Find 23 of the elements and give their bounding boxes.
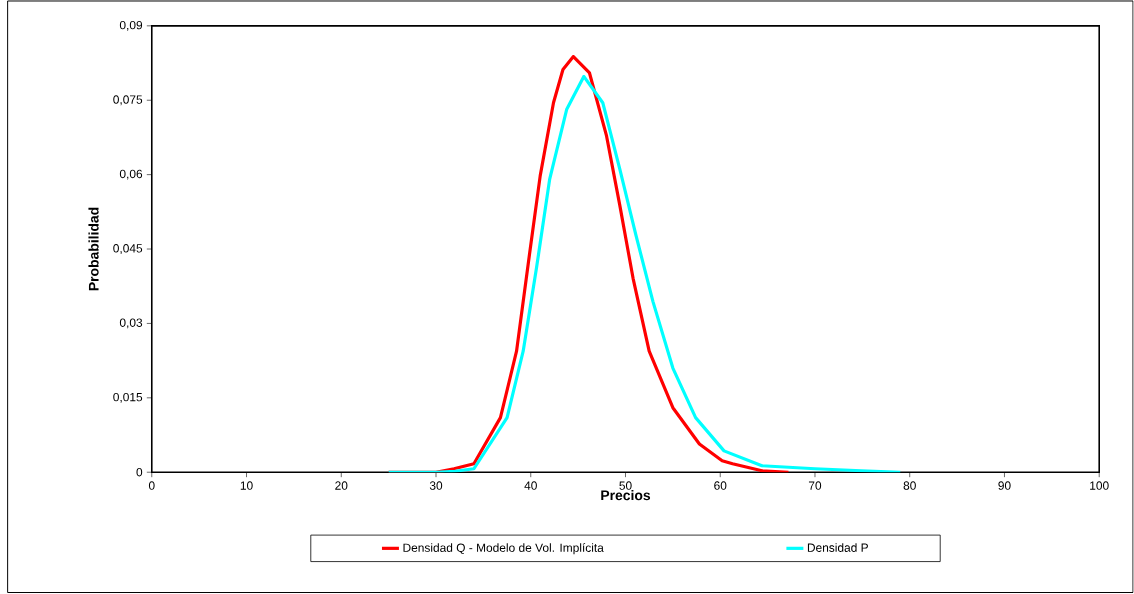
- x-tick-label: 40: [524, 481, 537, 491]
- x-tick-label: 0: [148, 481, 155, 491]
- x-tick-label: 60: [714, 481, 727, 491]
- x-tick-label: 90: [998, 481, 1011, 491]
- x-tick-label: 50: [619, 481, 632, 491]
- y-tick-label: 0,075: [113, 95, 143, 106]
- x-tick-label: 100: [1090, 481, 1109, 491]
- legend-label: Densidad Q - Modelo de Vol. Implícita: [403, 543, 604, 555]
- x-tick-label: 70: [808, 481, 822, 491]
- y-tick-label: 0,06: [119, 169, 143, 180]
- x-tick-label: 30: [429, 481, 443, 491]
- x-tick-label: 80: [903, 481, 916, 491]
- x-tick-label: 20: [335, 481, 348, 491]
- legend-label: Densidad P: [807, 543, 868, 553]
- y-tick-label: 0,045: [113, 244, 143, 255]
- x-tick-label: 10: [240, 481, 253, 491]
- line-series: [387, 75, 902, 473]
- y-tick-label: 0: [136, 468, 143, 477]
- y-tick-label: 0,09: [119, 21, 143, 32]
- x-axis-title: Precios: [601, 490, 651, 501]
- y-tick-label: 0,03: [119, 318, 143, 329]
- y-axis-title: Probabilidad: [88, 208, 99, 291]
- y-tick-label: 0,015: [113, 393, 143, 403]
